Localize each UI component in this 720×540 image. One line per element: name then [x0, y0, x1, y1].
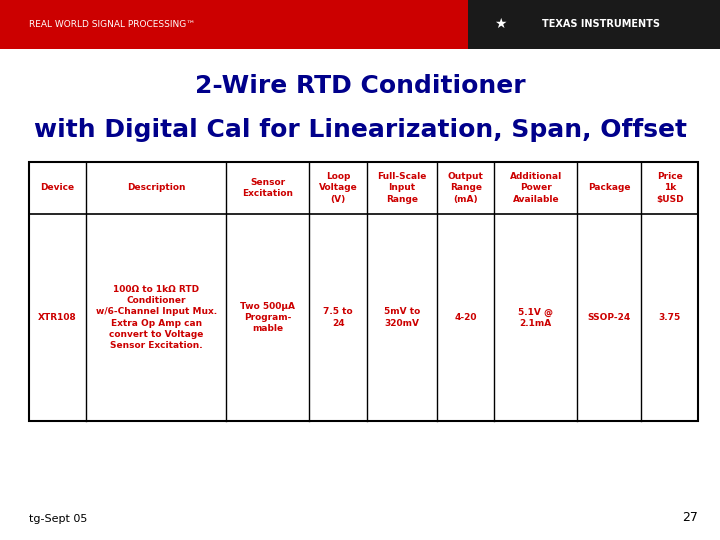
- Text: REAL WORLD SIGNAL PROCESSING™: REAL WORLD SIGNAL PROCESSING™: [29, 20, 195, 29]
- Text: SSOP-24: SSOP-24: [588, 313, 631, 322]
- Text: Price
1k
$USD: Price 1k $USD: [656, 172, 683, 204]
- Text: XTR108: XTR108: [38, 313, 77, 322]
- Text: 5mV to
320mV: 5mV to 320mV: [384, 307, 420, 328]
- Bar: [468, 0, 720, 49]
- Text: 2-Wire RTD Conditioner: 2-Wire RTD Conditioner: [194, 75, 526, 98]
- Text: Device: Device: [40, 184, 75, 192]
- Text: TEXAS INSTRUMENTS: TEXAS INSTRUMENTS: [542, 19, 660, 29]
- Text: 3.75: 3.75: [659, 313, 681, 322]
- Text: 100Ω to 1kΩ RTD
Conditioner
w/6-Channel Input Mux.
Extra Op Amp can
convert to V: 100Ω to 1kΩ RTD Conditioner w/6-Channel …: [96, 285, 217, 350]
- Text: 27: 27: [683, 511, 698, 524]
- Text: ★: ★: [494, 17, 507, 31]
- Text: 5.1V @
2.1mA: 5.1V @ 2.1mA: [518, 307, 553, 328]
- Text: Sensor
Excitation: Sensor Excitation: [243, 178, 294, 198]
- Text: tg-Sept 05: tg-Sept 05: [29, 514, 87, 524]
- Text: 7.5 to
24: 7.5 to 24: [323, 307, 353, 328]
- Text: Two 500μA
Program-
mable: Two 500μA Program- mable: [240, 302, 295, 333]
- Text: Package: Package: [588, 184, 631, 192]
- Text: Description: Description: [127, 184, 186, 192]
- Text: 4-20: 4-20: [454, 313, 477, 322]
- Text: Additional
Power
Available: Additional Power Available: [510, 172, 562, 204]
- Text: Output
Range
(mA): Output Range (mA): [448, 172, 484, 204]
- Bar: [0, 0, 720, 49]
- Text: Full-Scale
Input
Range: Full-Scale Input Range: [377, 172, 426, 204]
- Text: Loop
Voltage
(V): Loop Voltage (V): [319, 172, 357, 204]
- Bar: [29, 162, 698, 421]
- Text: with Digital Cal for Linearization, Span, Offset: with Digital Cal for Linearization, Span…: [34, 118, 686, 141]
